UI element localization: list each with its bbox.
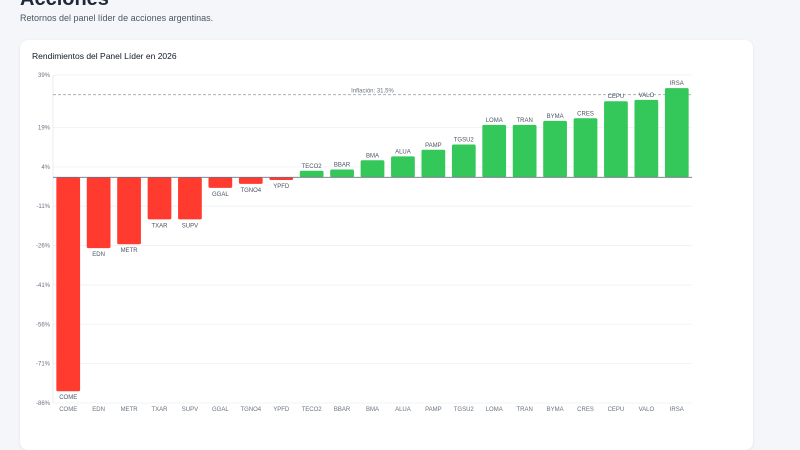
x-tick-label-loma: LOMA: [486, 407, 503, 413]
bar-label-ggal: GGAL: [212, 192, 229, 198]
bar-byma: [543, 120, 567, 178]
y-tick-label: -41%: [36, 283, 51, 289]
bar-come: [56, 177, 81, 392]
y-tick-label: -86%: [36, 401, 51, 407]
page-subtitle: Retornos del panel líder de acciones arg…: [20, 13, 214, 23]
bar-label-tgno4: TGNO4: [240, 188, 261, 194]
x-tick-label-cepu: CEPU: [608, 407, 625, 413]
x-tick-label-txar: TXAR: [151, 407, 168, 413]
x-tick-label-metr: METR: [121, 407, 139, 413]
bar-valo: [634, 99, 659, 178]
bar-tgsu2: [451, 144, 476, 178]
bar-bbar: [330, 169, 354, 178]
bar-pamp: [421, 149, 446, 178]
bar-label-bbar: BBAR: [334, 162, 351, 168]
y-tick-label: -56%: [36, 322, 51, 328]
bar-label-byma: BYMA: [547, 114, 564, 120]
chart-title: Rendimientos del Panel Líder en 2026: [32, 51, 177, 61]
bar-chart: 39% 19% 4% -11% -26% -41% -56% -71% -86% Inflació…: [36, 73, 692, 413]
y-tick-label: 4%: [41, 165, 50, 171]
bar-label-irsa: IRSA: [670, 81, 684, 87]
bar-txar: [147, 177, 172, 220]
bar-tgno4: [238, 177, 263, 184]
bar-ggal: [208, 177, 233, 188]
bar-label-ypfd: YPFD: [273, 184, 290, 190]
bar-alua: [391, 156, 415, 178]
x-tick-label-bma: BMA: [366, 407, 379, 413]
chart-card: Rendimientos del Panel Líder en 2026 39%…: [20, 40, 753, 450]
bar-label-cepu: CEPU: [608, 94, 625, 100]
x-tick-label-tran: TRAN: [516, 407, 532, 413]
bar-supv: [178, 177, 202, 220]
x-tick-label-valo: VALO: [639, 407, 655, 413]
y-tick-label: -71%: [36, 362, 51, 368]
bar-label-loma: LOMA: [486, 118, 503, 124]
x-tick-label-alua: ALUA: [395, 407, 411, 413]
bar-teco2: [299, 170, 324, 178]
bar-cepu: [604, 101, 628, 178]
x-tick-label-tgsu2: TGSU2: [454, 407, 475, 413]
bar-cres: [573, 118, 598, 178]
x-tick-label-irsa: IRSA: [670, 407, 684, 413]
y-tick-label: -26%: [36, 244, 51, 250]
x-tick-label-bbar: BBAR: [334, 407, 351, 413]
bar-label-tran: TRAN: [516, 118, 532, 124]
bar-label-valo: VALO: [639, 93, 655, 99]
y-tick-label: 19%: [38, 125, 51, 131]
bar-label-pamp: PAMP: [425, 143, 442, 149]
x-tick-label-supv: SUPV: [182, 407, 198, 413]
x-tick-label-pamp: PAMP: [425, 407, 442, 413]
bar-bma: [360, 160, 385, 178]
x-tick-label-tgno4: TGNO4: [240, 407, 261, 413]
y-tick-label: -11%: [36, 204, 50, 210]
bar-label-alua: ALUA: [395, 149, 411, 155]
bar-label-tgsu2: TGSU2: [454, 138, 475, 144]
x-tick-label-ggal: GGAL: [212, 407, 229, 413]
bar-label-teco2: TECO2: [302, 164, 323, 170]
page-title: Acciones: [20, 0, 109, 11]
bar-irsa: [664, 88, 689, 178]
bar-label-cres: CRES: [577, 111, 594, 117]
x-tick-label-ypfd: YPFD: [273, 407, 290, 413]
x-tick-label-come: COME: [59, 407, 77, 413]
bar-ypfd: [269, 177, 294, 180]
bar-loma: [482, 124, 507, 178]
x-tick-label-cres: CRES: [577, 407, 594, 413]
bar-label-txar: TXAR: [151, 223, 168, 229]
x-tick-label-byma: BYMA: [547, 407, 564, 413]
inflation-reference-label: Inflación: 31.5%: [351, 89, 394, 95]
bar-edn: [86, 177, 111, 249]
y-tick-label: 39%: [38, 73, 51, 79]
bar-tran: [512, 124, 537, 178]
bar-label-come: COME: [59, 395, 77, 401]
bar-label-edn: EDN: [92, 252, 105, 258]
x-tick-label-teco2: TECO2: [302, 407, 323, 413]
bar-metr: [117, 177, 141, 245]
bar-label-metr: METR: [121, 248, 139, 254]
bar-label-supv: SUPV: [182, 223, 198, 229]
x-tick-label-edn: EDN: [92, 407, 105, 413]
bar-label-bma: BMA: [366, 153, 379, 159]
